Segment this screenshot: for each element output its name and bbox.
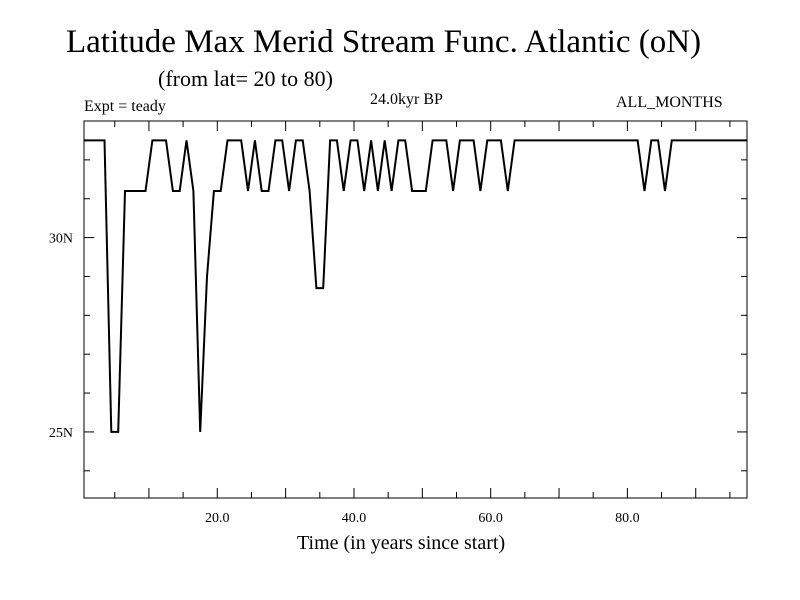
era-label: 24.0kyr BP bbox=[370, 91, 443, 108]
chart-title: Latitude Max Merid Stream Func. Atlantic… bbox=[66, 24, 702, 60]
x-tick-label: 80.0 bbox=[615, 511, 640, 526]
y-tick-label: 25N bbox=[49, 426, 73, 441]
chart-subtitle: (from lat= 20 to 80) bbox=[158, 66, 333, 91]
months-label: ALL_MONTHS bbox=[616, 94, 723, 111]
series-line bbox=[84, 139, 747, 433]
x-tick-label: 60.0 bbox=[478, 511, 503, 526]
experiment-label: Expt = teady bbox=[84, 98, 166, 115]
x-axis-label: Time (in years since start) bbox=[297, 532, 506, 554]
x-tick-label: 20.0 bbox=[205, 511, 230, 526]
x-tick-label: 40.0 bbox=[342, 511, 367, 526]
plot-frame bbox=[83, 120, 748, 499]
y-tick-label: 30N bbox=[49, 232, 73, 247]
